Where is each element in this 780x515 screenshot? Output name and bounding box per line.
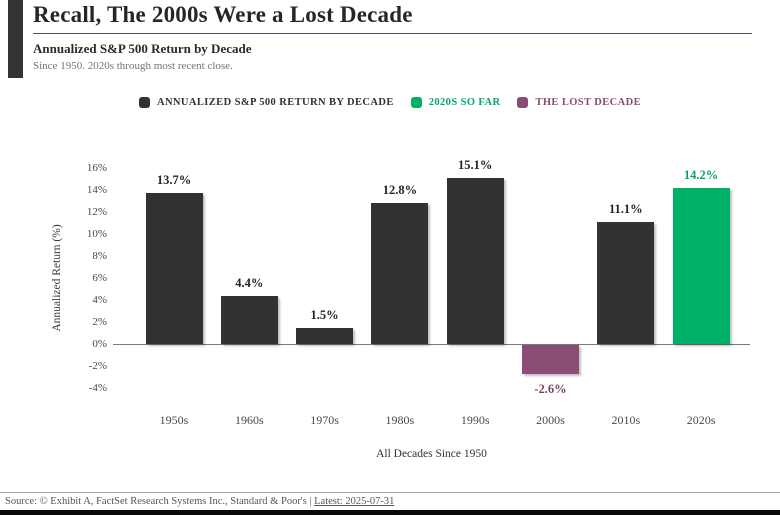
x-tick-label-2020s: 2020s: [686, 413, 716, 427]
bar-value-label-1960s: 4.4%: [235, 275, 264, 290]
bar-1980s: [371, 203, 429, 344]
chart-subtitle: Annualized S&P 500 Return by Decade: [33, 41, 252, 56]
bar-2010s: [597, 221, 655, 344]
y-tick-label: 12%: [86, 206, 107, 218]
latest-date-link[interactable]: Latest: 2025-07-31: [314, 496, 395, 507]
bar-value-label-1950s: 13.7%: [156, 173, 192, 188]
bar-value-label-1980s: 12.8%: [382, 183, 418, 198]
bottom-border-bar: [0, 510, 780, 515]
y-tick-label: 16%: [86, 162, 107, 174]
chart-tagline: Since 1950. 2020s through most recent cl…: [33, 60, 233, 72]
bar-value-label-2010s: 11.1%: [608, 201, 643, 216]
bar-1950s: [145, 193, 203, 344]
title-divider: [33, 33, 752, 34]
x-tick-label-1970s: 1970s: [310, 413, 339, 427]
legend-swatch-icon: [410, 96, 422, 108]
bar-value-label-1990s: 15.1%: [458, 157, 493, 172]
x-tick-label-1990s: 1990s: [460, 413, 490, 427]
legend-swatch-icon: [517, 96, 529, 108]
x-tick-label-1960s: 1960s: [234, 413, 264, 427]
y-tick-label: -2%: [88, 360, 107, 372]
footer-divider: [0, 492, 780, 493]
page-title: Recall, The 2000s Were a Lost Decade: [33, 2, 413, 27]
y-tick-label: -4%: [88, 382, 107, 394]
x-tick-label-1980s: 1980s: [385, 413, 415, 427]
source-text: Source: © Exhibit A, FactSet Research Sy…: [5, 496, 315, 507]
y-tick-label: 10%: [86, 228, 107, 240]
bar-value-label-2020s: 14.2%: [683, 167, 719, 182]
legend-item-1: 2020S SO FAR: [410, 96, 501, 108]
legend-item-2: THE LOST DECADE: [517, 96, 642, 108]
legend-label: 2020S SO FAR: [428, 96, 501, 108]
bar-value-label-1970s: 1.5%: [310, 307, 339, 322]
x-tick-label-1950s: 1950s: [159, 413, 189, 427]
legend-label: THE LOST DECADE: [535, 96, 642, 108]
title-accent-bar: [8, 0, 23, 78]
chart-legend: ANNUALIZED S&P 500 RETURN BY DECADE 2020S…: [0, 93, 780, 111]
legend-swatch-icon: [138, 96, 150, 108]
x-tick-label-2010s: 2010s: [611, 413, 641, 427]
bar-1990s: [446, 177, 504, 344]
bar-2020s: [672, 187, 730, 344]
y-tick-label: 0%: [92, 338, 107, 350]
y-tick-label: 6%: [92, 272, 107, 284]
legend-item-0: ANNUALIZED S&P 500 RETURN BY DECADE: [138, 96, 394, 108]
y-tick-label: 2%: [92, 316, 107, 328]
bar-1970s: [296, 327, 354, 344]
legend-label: ANNUALIZED S&P 500 RETURN BY DECADE: [156, 96, 394, 108]
y-tick-label: 8%: [92, 250, 107, 262]
source-attribution: Source: © Exhibit A, FactSet Research Sy…: [5, 496, 394, 507]
bar-2000s: [522, 345, 579, 374]
x-tick-label-2000s: 2000s: [536, 413, 565, 427]
zero-baseline: [113, 344, 750, 345]
bar-value-label-2000s: -2.6%: [534, 381, 567, 396]
bar-1960s: [220, 295, 278, 344]
y-tick-label: 4%: [92, 294, 107, 306]
x-axis-title: All Decades Since 1950: [376, 448, 487, 460]
y-tick-label: 14%: [86, 184, 107, 196]
